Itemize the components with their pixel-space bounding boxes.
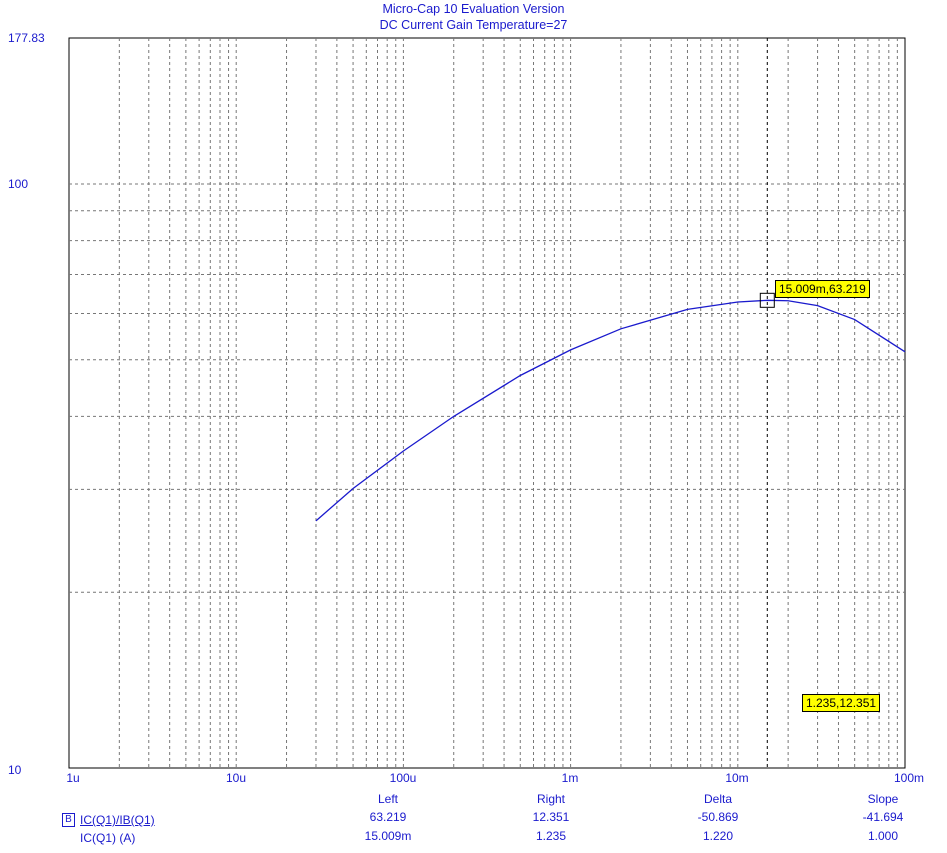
y-tick-label-100: 100 [8,177,29,191]
y-tick-label-10: 10 [8,763,22,777]
gain-trace [315,299,906,522]
trace-expression-y[interactable]: IC(Q1)/IB(Q1) [80,813,155,827]
row1-right: 12.351 [532,810,570,824]
header-delta: Delta [703,792,733,806]
trace-b-marker[interactable]: B [62,813,75,827]
x-tick-label-10u: 10u [225,771,247,785]
row1-slope: -41.694 [862,810,904,824]
x-tick-label-100u: 100u [389,771,417,785]
row2-delta: 1.220 [702,829,734,843]
x-tick-label-1m: 1m [561,771,579,785]
row2-left: 15.009m [364,829,412,843]
left-cursor-marker[interactable] [759,292,775,308]
window-title: Micro-Cap 10 Evaluation Version [382,2,565,16]
header-left: Left [377,792,399,806]
row1-left: 63.219 [369,810,407,824]
gridlines [69,38,905,768]
right-cursor-label: 1.235,12.351 [802,694,881,712]
row2-slope: 1.000 [867,829,899,843]
left-cursor-label: 15.009m,63.219 [775,280,870,298]
x-tick-label-10m: 10m [725,771,749,785]
x-tick-label-100m: 100m [893,771,925,785]
y-tick-label-max: 177.83 [8,31,45,45]
header-slope: Slope [867,792,899,806]
header-right: Right [536,792,566,806]
plot-frame [68,37,906,769]
row2-right: 1.235 [535,829,567,843]
trace-expression-x: IC(Q1) (A) [80,831,136,845]
analysis-title: DC Current Gain Temperature=27 [379,18,568,32]
row1-delta: -50.869 [697,810,739,824]
x-tick-label-1u: 1u [66,771,80,785]
